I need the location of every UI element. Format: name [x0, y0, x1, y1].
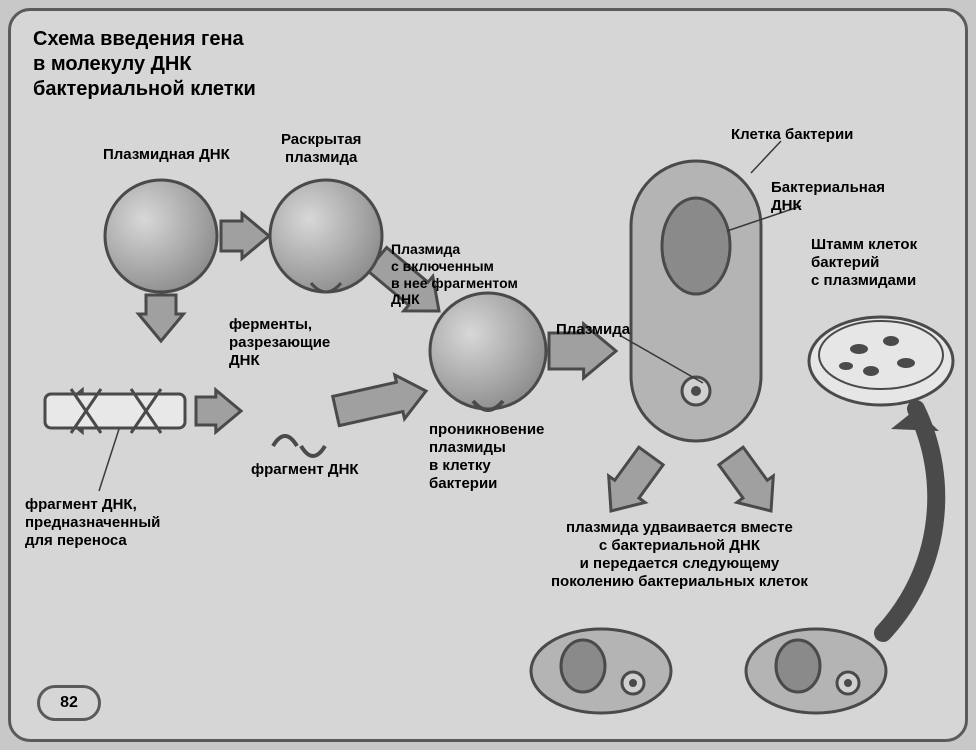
diagram-svg — [11, 11, 971, 745]
petri-dish-shape — [809, 317, 953, 405]
label-enzymes: ферменты,разрезающиеДНК — [229, 316, 330, 370]
combined-plasmid-shape — [430, 293, 546, 409]
arrow — [221, 214, 269, 259]
label-plasmid-dna: Плазмидная ДНК — [103, 146, 230, 164]
arrow — [333, 375, 426, 426]
label-opened-plasmid: Раскрытаяплазмида — [281, 131, 361, 167]
offspring-left-shape — [531, 629, 671, 713]
label-bacterium-cell: Клетка бактерии — [731, 126, 853, 144]
curve-arrow-head — [891, 409, 939, 431]
label-strain: Штамм клетокбактерийс плазмидами — [811, 236, 917, 290]
label-fragment-for-transfer: фрагмент ДНК,предназначенныйдля переноса — [25, 496, 160, 550]
opened-plasmid-shape — [270, 180, 382, 292]
label-duplication: плазмида удваивается вместес бактериальн… — [551, 519, 808, 591]
chromosome-shape — [45, 389, 185, 433]
label-plasmid-with-fragment: Плазмидас включеннымв нее фрагментомДНК — [391, 241, 518, 308]
offspring-right-shape — [746, 629, 886, 713]
arrow — [609, 447, 663, 511]
label-penetration: проникновениеплазмидыв клеткубактерии — [429, 421, 544, 493]
arrow — [139, 295, 184, 341]
label-bacterial-dna: БактериальнаяДНК — [771, 179, 885, 215]
bacterial-dna-nucleoid — [662, 198, 730, 294]
dna-fragment-shape — [273, 436, 325, 456]
label-plasmid: Плазмида — [556, 321, 630, 339]
plasmid-dna-shape — [105, 180, 217, 292]
label-dna-fragment: фрагмент ДНК — [251, 461, 359, 479]
page-number: 82 — [60, 694, 78, 712]
page-number-badge: 82 — [37, 685, 101, 721]
arrow — [719, 447, 773, 511]
diagram-frame: Схема введения генав молекулу ДНКбактери… — [8, 8, 968, 742]
curve-arrow-shaft — [883, 409, 936, 633]
arrow — [196, 390, 241, 432]
